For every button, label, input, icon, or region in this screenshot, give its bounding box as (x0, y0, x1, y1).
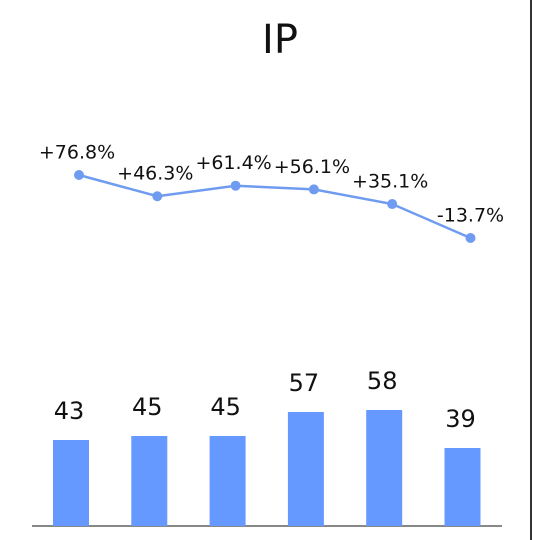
bar-value-label: 45 (132, 393, 163, 421)
bar (366, 410, 403, 526)
line-value-label: +76.8% (39, 142, 115, 164)
bar-value-label: 58 (367, 367, 398, 395)
line-point (74, 170, 84, 180)
bar (131, 436, 168, 526)
line-point (387, 199, 398, 210)
line-point (308, 184, 319, 195)
chart-title: IP (262, 17, 298, 63)
bar (209, 436, 246, 526)
line-value-label: +35.1% (352, 171, 428, 193)
bar-value-label: 39 (445, 405, 476, 433)
bar-value-label: 45 (210, 393, 241, 421)
line-point (152, 191, 163, 202)
line-point (465, 233, 476, 243)
bar (53, 440, 89, 526)
line-value-label: +61.4% (195, 152, 271, 174)
bar (287, 412, 324, 526)
line-value-label: +46.3% (117, 163, 193, 185)
bar (444, 448, 481, 526)
line-value-label: +56.1% (274, 156, 350, 178)
line-point (230, 180, 241, 191)
line-value-label: -13.7% (437, 205, 504, 227)
bar-value-label: 43 (54, 397, 85, 425)
line (78, 173, 471, 240)
bar-value-label: 57 (289, 369, 320, 397)
